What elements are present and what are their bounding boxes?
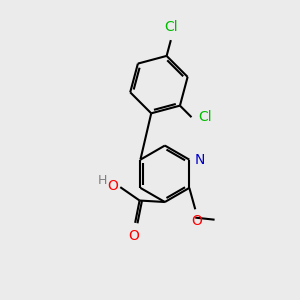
Text: O: O [191, 214, 202, 228]
Text: H: H [98, 174, 107, 187]
Text: O: O [107, 179, 118, 193]
Text: O: O [128, 230, 139, 243]
Text: Cl: Cl [164, 20, 178, 34]
Text: Cl: Cl [198, 110, 212, 124]
Text: N: N [195, 153, 205, 167]
